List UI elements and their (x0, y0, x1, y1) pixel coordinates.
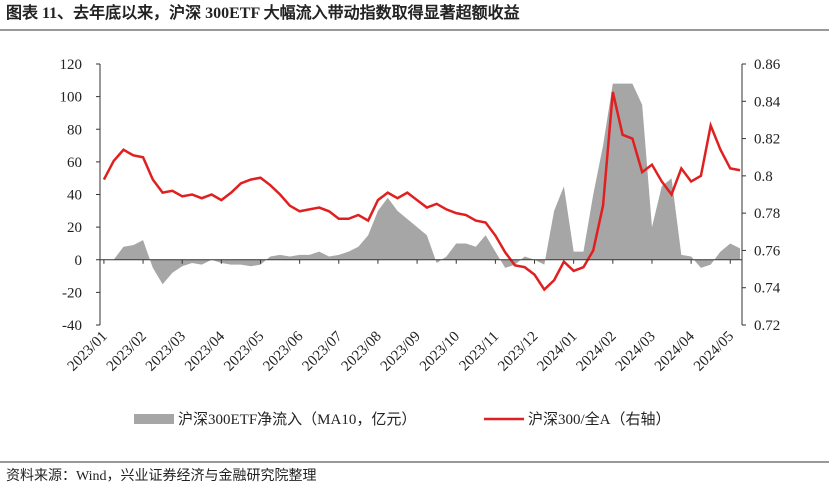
legend-swatch (134, 414, 174, 424)
y-tick-label: 100 (60, 90, 83, 106)
legend-label: 沪深300ETF净流入（MA10，亿元） (178, 411, 416, 428)
x-tick-label: 2023/06 (260, 328, 306, 374)
y-tick-label: -40 (62, 318, 82, 334)
legend-label: 沪深300/全A（右轴） (528, 410, 671, 428)
chart-title: 图表 11、去年底以来，沪深 300ETF 大幅流入带动指数取得显著超额收益 (6, 3, 520, 22)
y2-tick-label: 0.8 (754, 169, 773, 185)
x-tick-label: 2024/03 (613, 329, 659, 375)
x-tick-label: 2023/02 (104, 329, 150, 375)
y-tick-label: -20 (62, 285, 82, 301)
flow-area (103, 83, 741, 285)
y-tick-label: 0 (75, 253, 83, 269)
y2-tick-label: 0.74 (754, 281, 781, 297)
x-tick-label: 2023/03 (143, 329, 189, 375)
y-tick-label: 40 (67, 188, 82, 204)
y-tick-label: 120 (60, 57, 83, 73)
y-tick-label: 60 (67, 155, 82, 171)
y2-tick-label: 0.84 (754, 94, 781, 110)
y-tick-label: 80 (67, 122, 82, 138)
y2-tick-label: 0.78 (754, 206, 780, 222)
source: 资料来源：Wind，兴业证券经济与金融研究院整理 (6, 468, 317, 484)
x-tick-label: 2024/01 (534, 329, 580, 375)
x-tick-label: 2023/01 (65, 329, 111, 375)
y2-tick-label: 0.76 (754, 243, 781, 259)
x-tick-label: 2024/05 (691, 329, 737, 375)
y-tick-label: 20 (67, 220, 82, 236)
x-tick-label: 2023/09 (378, 329, 424, 375)
ratio-line (102, 91, 741, 292)
y2-tick-label: 0.72 (754, 318, 780, 334)
y2-tick-label: 0.86 (754, 57, 781, 73)
x-tick-label: 2023/04 (182, 328, 228, 374)
x-tick-label: 2023/10 (417, 329, 463, 375)
x-tick-label: 2023/11 (457, 329, 503, 375)
x-tick-label: 2023/05 (221, 329, 267, 375)
x-tick-label: 2023/08 (339, 329, 385, 375)
x-tick-label: 2024/04 (652, 328, 698, 374)
x-tick-label: 2023/12 (495, 329, 541, 375)
y2-tick-label: 0.82 (754, 132, 780, 148)
x-tick-label: 2024/02 (574, 329, 620, 375)
x-tick-label: 2023/07 (300, 328, 346, 374)
